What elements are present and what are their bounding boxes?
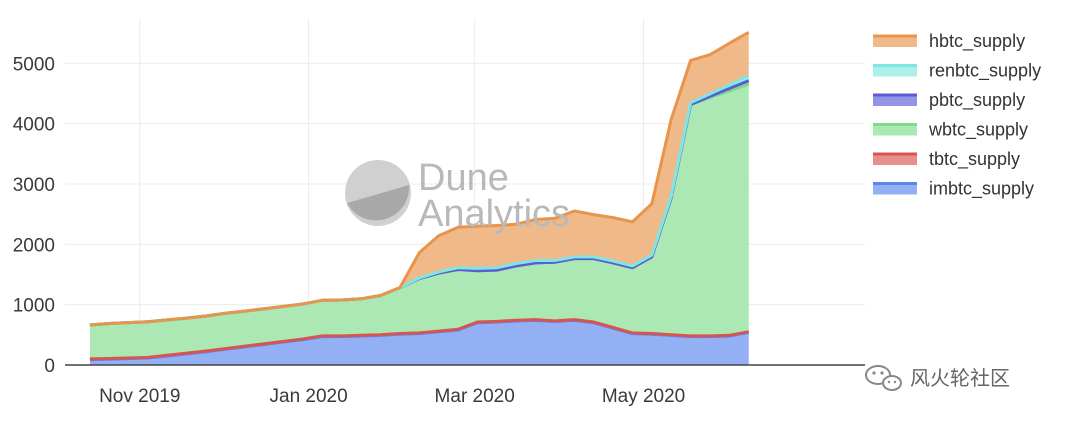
line-tbtc_supply bbox=[89, 318, 750, 361]
legend-item-renbtc_supply[interactable]: renbtc_supply bbox=[873, 61, 1041, 82]
legend-item-pbtc_supply[interactable]: pbtc_supply bbox=[873, 90, 1025, 111]
legend-item-imbtc_supply[interactable]: imbtc_supply bbox=[873, 179, 1034, 200]
x-tick-label: Mar 2020 bbox=[435, 386, 515, 407]
legend-swatch bbox=[873, 35, 917, 47]
wechat-icon bbox=[865, 365, 902, 391]
y-tick-label: 1000 bbox=[13, 296, 55, 317]
legend-label: tbtc_supply bbox=[929, 149, 1020, 170]
legend-swatch bbox=[873, 153, 917, 165]
legend-label: imbtc_supply bbox=[929, 179, 1034, 200]
y-axis: 0 1000 2000 3000 4000 5000 bbox=[13, 54, 55, 377]
y-tick-label: 5000 bbox=[13, 54, 55, 75]
wechat-badge: 风火轮社区 bbox=[865, 365, 1010, 391]
x-tick-label: May 2020 bbox=[602, 386, 685, 407]
legend-label: hbtc_supply bbox=[929, 31, 1025, 52]
series-lines bbox=[89, 31, 750, 362]
wechat-badge-text: 风火轮社区 bbox=[910, 366, 1010, 390]
legend-swatch bbox=[873, 182, 917, 195]
y-tick-label: 3000 bbox=[13, 175, 55, 196]
line-hbtc_supply bbox=[89, 31, 750, 327]
y-tick-label: 4000 bbox=[13, 115, 55, 136]
y-tick-label: 2000 bbox=[13, 235, 55, 256]
legend-item-wbtc_supply[interactable]: wbtc_supply bbox=[873, 120, 1028, 141]
area-wbtc_supply bbox=[89, 84, 749, 359]
legend-item-tbtc_supply[interactable]: tbtc_supply bbox=[873, 149, 1020, 170]
area-imbtc_supply bbox=[89, 320, 749, 365]
dune-analytics-watermark: Dune Analytics bbox=[345, 157, 570, 235]
y-tick-label: 0 bbox=[44, 356, 55, 377]
watermark-line1: Dune bbox=[418, 157, 509, 199]
legend-item-hbtc_supply[interactable]: hbtc_supply bbox=[873, 31, 1025, 52]
x-axis: Nov 2019 Jan 2020 Mar 2020 May 2020 bbox=[65, 364, 865, 407]
legend-label: pbtc_supply bbox=[929, 90, 1025, 111]
legend[interactable]: hbtc_supply renbtc_supply pbtc_supply wbtc_… bbox=[873, 31, 1041, 200]
legend-swatch bbox=[873, 94, 917, 106]
watermark-line2: Analytics bbox=[418, 193, 570, 235]
legend-swatch bbox=[873, 123, 917, 136]
x-tick-label: Jan 2020 bbox=[270, 386, 348, 407]
series-areas bbox=[89, 32, 749, 365]
legend-label: wbtc_supply bbox=[928, 120, 1028, 141]
area-hbtc_supply bbox=[89, 32, 749, 326]
legend-label: renbtc_supply bbox=[929, 61, 1041, 82]
dune-logo-shade bbox=[347, 185, 410, 221]
legend-swatch bbox=[873, 64, 917, 77]
x-tick-label: Nov 2019 bbox=[99, 386, 180, 407]
